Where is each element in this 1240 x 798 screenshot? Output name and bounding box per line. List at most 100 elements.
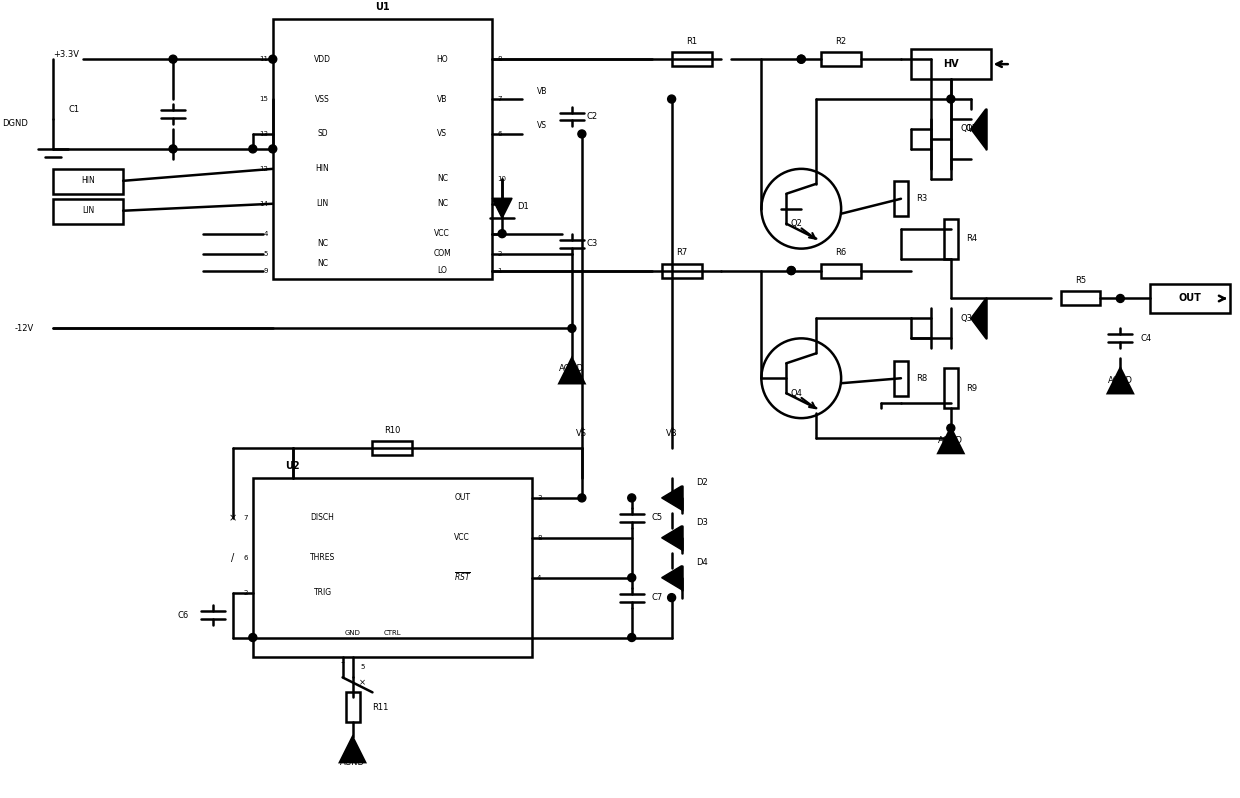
- Text: TRIG: TRIG: [314, 588, 331, 597]
- Text: R1: R1: [686, 37, 697, 45]
- Text: 8: 8: [537, 535, 542, 541]
- Circle shape: [568, 325, 575, 333]
- Text: 4: 4: [263, 231, 268, 237]
- Bar: [821, 52, 861, 66]
- Text: R7: R7: [676, 248, 687, 257]
- Bar: [372, 441, 413, 455]
- Bar: [821, 263, 861, 278]
- Circle shape: [797, 55, 805, 63]
- Text: D4: D4: [697, 559, 708, 567]
- Text: C3: C3: [587, 239, 598, 248]
- Text: DISCH: DISCH: [311, 513, 335, 523]
- Circle shape: [667, 594, 676, 602]
- Text: R4: R4: [966, 234, 977, 243]
- Circle shape: [249, 634, 257, 642]
- Circle shape: [667, 95, 676, 103]
- Circle shape: [169, 55, 177, 63]
- Bar: [346, 693, 360, 722]
- Text: SD: SD: [317, 129, 327, 138]
- Bar: [894, 361, 908, 396]
- Text: COM: COM: [434, 249, 451, 258]
- Text: C5: C5: [652, 513, 663, 523]
- Text: 3: 3: [537, 495, 542, 501]
- Text: 1: 1: [497, 267, 502, 274]
- Text: NC: NC: [436, 174, 448, 184]
- Bar: [1060, 291, 1100, 306]
- Text: 16: 16: [497, 201, 506, 207]
- Circle shape: [269, 55, 277, 63]
- Bar: [253, 478, 532, 658]
- Text: D1: D1: [517, 202, 528, 211]
- Text: C1: C1: [68, 105, 79, 113]
- Text: HO: HO: [436, 54, 448, 64]
- Polygon shape: [971, 109, 986, 149]
- Text: DGND: DGND: [2, 120, 29, 128]
- Polygon shape: [939, 428, 963, 453]
- Text: NC: NC: [436, 200, 448, 208]
- Text: HIN: HIN: [82, 176, 95, 185]
- Text: R8: R8: [916, 373, 928, 383]
- Circle shape: [947, 424, 955, 432]
- Text: 6: 6: [497, 131, 502, 137]
- Text: AGND: AGND: [340, 757, 365, 767]
- Text: C7: C7: [652, 593, 663, 602]
- Circle shape: [947, 95, 955, 103]
- Circle shape: [578, 130, 585, 138]
- Polygon shape: [1107, 369, 1133, 393]
- Text: R5: R5: [1075, 276, 1086, 285]
- Text: D2: D2: [697, 479, 708, 488]
- Polygon shape: [662, 526, 682, 550]
- Text: R2: R2: [836, 37, 847, 45]
- Text: VCC: VCC: [454, 533, 470, 543]
- Text: R6: R6: [836, 248, 847, 257]
- Text: NC: NC: [317, 239, 329, 248]
- Text: 13: 13: [259, 131, 268, 137]
- Text: -12V: -12V: [14, 324, 33, 333]
- Text: HV: HV: [942, 59, 959, 69]
- Text: 11: 11: [259, 56, 268, 62]
- Text: 4: 4: [537, 575, 542, 581]
- Circle shape: [578, 494, 585, 502]
- Text: U1: U1: [376, 2, 389, 12]
- Bar: [672, 52, 712, 66]
- Text: VS: VS: [537, 121, 547, 130]
- Text: +3.3V: +3.3V: [53, 49, 79, 59]
- Text: 9: 9: [263, 267, 268, 274]
- Circle shape: [269, 145, 277, 153]
- Text: HIN: HIN: [316, 164, 330, 173]
- Circle shape: [627, 494, 636, 502]
- Polygon shape: [340, 737, 365, 762]
- Bar: [53, 169, 123, 194]
- Text: 3: 3: [497, 231, 502, 237]
- Text: C4: C4: [1141, 334, 1152, 343]
- Bar: [53, 199, 123, 223]
- Polygon shape: [662, 486, 682, 510]
- Text: VCC: VCC: [434, 229, 450, 238]
- Text: /: /: [231, 553, 234, 563]
- Text: Q4: Q4: [790, 389, 802, 397]
- Text: R3: R3: [916, 194, 928, 203]
- Text: Q3: Q3: [961, 314, 973, 323]
- Circle shape: [627, 634, 636, 642]
- Text: VS: VS: [438, 129, 448, 138]
- Bar: [944, 369, 957, 408]
- Text: Q2: Q2: [790, 219, 802, 228]
- Circle shape: [667, 534, 676, 542]
- Text: AGND: AGND: [559, 364, 584, 373]
- Text: AGND: AGND: [1107, 376, 1133, 385]
- Text: OUT: OUT: [454, 493, 470, 503]
- Text: VS: VS: [577, 429, 588, 437]
- Text: D3: D3: [697, 519, 708, 527]
- Text: 5: 5: [263, 251, 268, 257]
- Circle shape: [1116, 294, 1125, 302]
- Text: 14: 14: [259, 201, 268, 207]
- Text: Q1: Q1: [961, 124, 972, 133]
- Circle shape: [249, 145, 257, 153]
- Text: 12: 12: [259, 166, 268, 172]
- Text: R9: R9: [966, 384, 977, 393]
- Text: VB: VB: [436, 94, 448, 104]
- Text: LO: LO: [438, 266, 448, 275]
- Bar: [1151, 283, 1230, 314]
- Circle shape: [498, 230, 506, 238]
- Text: 15: 15: [259, 96, 268, 102]
